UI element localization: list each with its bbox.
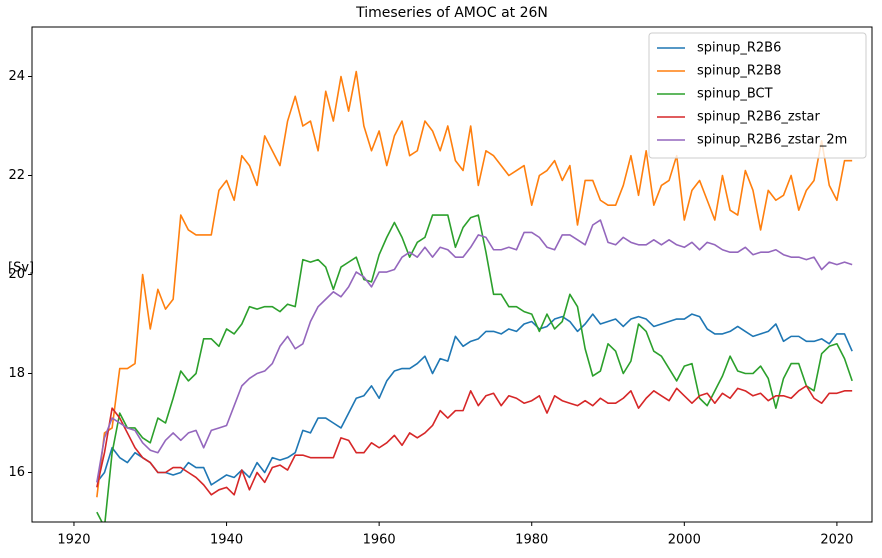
x-tick-label: 1980 (515, 533, 548, 548)
series-line (96, 385, 853, 496)
legend-box (648, 32, 867, 159)
series-line (96, 313, 853, 486)
legend-label: spinup_R2B6_zstar_2m (697, 133, 847, 148)
chart-title: Timeseries of AMOC at 26N (355, 5, 548, 21)
y-tick-label: 20 (8, 267, 25, 282)
y-tick-label: 24 (8, 69, 25, 84)
series-line (96, 219, 853, 483)
legend-label: spinup_R2B8 (697, 64, 781, 79)
x-tick-label: 1940 (210, 533, 243, 548)
x-tick-label: 1920 (57, 533, 90, 548)
legend-label: spinup_R2B6_zstar (697, 110, 821, 125)
y-tick-label: 22 (8, 168, 25, 183)
plot-area (96, 70, 853, 522)
y-tick-label: 16 (8, 465, 25, 480)
legend-label: spinup_R2B6 (697, 41, 781, 56)
series-line (96, 214, 853, 522)
legend-label: spinup_BCT (697, 87, 773, 102)
y-tick-label: 18 (8, 366, 25, 381)
y-axis-label: [Sv] (8, 261, 34, 276)
x-tick-label: 2000 (668, 533, 701, 548)
x-tick-label: 2020 (820, 533, 853, 548)
series-line (96, 70, 853, 498)
x-tick-label: 1960 (363, 533, 396, 548)
